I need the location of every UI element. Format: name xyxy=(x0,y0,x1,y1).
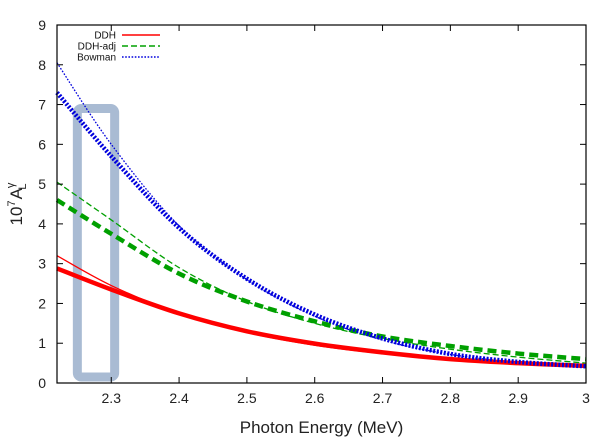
legend-label-ddh-adj: DDH-adj xyxy=(78,42,116,53)
series-line-ddh-adj-thin xyxy=(56,181,587,364)
y-tick-label: 6 xyxy=(38,136,46,152)
y-tick-label: 4 xyxy=(38,216,46,232)
y-tick-label: 0 xyxy=(38,375,46,391)
series-line-bowman-thick xyxy=(55,91,587,369)
plot-frame xyxy=(56,24,587,384)
series-line-ddh-adj-thick xyxy=(55,198,587,362)
y-tick-label: 3 xyxy=(38,256,46,272)
x-tick-label: 2.7 xyxy=(373,390,393,406)
x-tick-label: 2.8 xyxy=(441,390,461,406)
x-tick-label: 2.6 xyxy=(305,390,325,406)
x-tick-label: 2.3 xyxy=(102,390,122,406)
y-tick-label: 2 xyxy=(38,295,46,311)
series-line-ddh-thick xyxy=(56,266,587,369)
legend-label-bowman: Bowman xyxy=(77,53,116,64)
series-layer xyxy=(55,62,587,369)
y-tick-label: 7 xyxy=(38,97,46,113)
highlight-layer xyxy=(72,104,120,382)
x-tick-label: 2.9 xyxy=(508,390,528,406)
y-axis-title-subscript: L xyxy=(17,183,29,189)
highlight-rectangle-0 xyxy=(72,104,120,382)
series-line-bowman-thin xyxy=(56,62,587,367)
x-axis-title: Photon Energy (MeV) xyxy=(240,418,403,437)
legend-label-ddh: DDH xyxy=(94,31,116,42)
series-line-ddh-thin xyxy=(56,255,587,367)
y-axis-title-base: 10 xyxy=(7,207,26,226)
y-axis-title-superscript: γ xyxy=(5,182,17,188)
y-tick-label: 1 xyxy=(38,335,46,351)
y-tick-label: 8 xyxy=(38,57,46,73)
y-axis-title: 107AγL xyxy=(5,182,29,225)
y-tick-label: 5 xyxy=(38,176,46,192)
ticks-layer: 2.3 2.4 2.5 2.6 2.7 2.8 2.9 3 0 1 2 3 4 5 6 7 8 9 xyxy=(38,17,590,406)
y-axis-title-exponent: 7 xyxy=(6,200,18,206)
y-axis-title-symbol: A xyxy=(7,187,26,199)
y-tick-label: 9 xyxy=(38,17,46,33)
x-tick-label: 3 xyxy=(582,390,590,406)
x-tick-label: 2.4 xyxy=(169,390,189,406)
x-tick-label: 2.5 xyxy=(237,390,257,406)
